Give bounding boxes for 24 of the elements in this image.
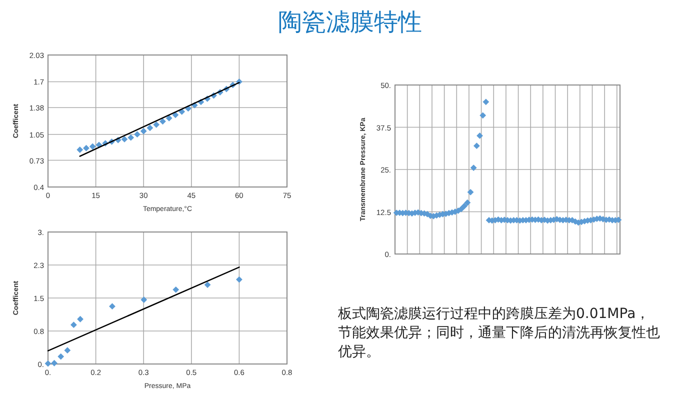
point	[160, 118, 166, 125]
point	[140, 128, 147, 134]
point	[140, 296, 148, 303]
point	[134, 131, 140, 138]
text: 陶瓷滤膜特性	[277, 7, 423, 38]
point	[64, 347, 71, 354]
point	[76, 146, 84, 153]
point	[77, 316, 84, 322]
point	[121, 136, 128, 142]
point	[109, 303, 116, 310]
point	[51, 360, 58, 366]
text: 板式陶瓷滤膜运行过程中的跨膜压差为0.01MPa，节能效果优异；同时，通量下降后的清洗再恢复性也优异。	[338, 305, 661, 362]
point	[89, 143, 96, 150]
point	[166, 114, 172, 122]
point	[172, 286, 180, 293]
point	[236, 276, 242, 283]
point	[58, 353, 64, 360]
point	[44, 360, 52, 367]
point	[146, 124, 154, 132]
point	[128, 134, 134, 141]
point	[204, 282, 211, 288]
point	[70, 322, 77, 328]
point	[153, 121, 160, 128]
point	[83, 144, 90, 152]
